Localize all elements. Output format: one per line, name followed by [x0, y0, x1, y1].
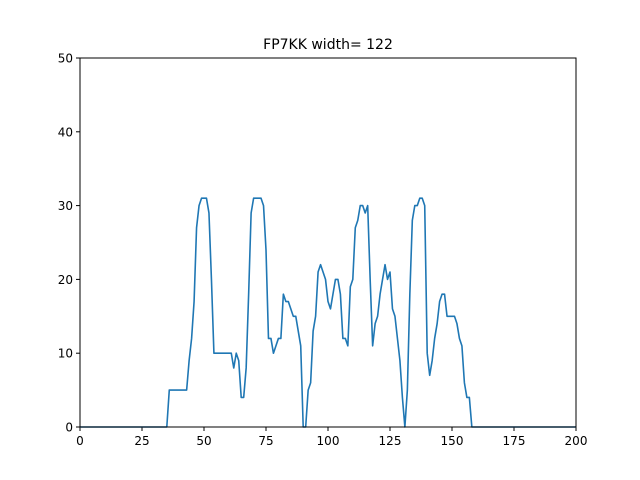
x-axis: 0 25 50 75 100 125 150 175 200 [76, 427, 587, 448]
plot-area-frame [79, 57, 577, 428]
x-tick-label: 25 [134, 434, 149, 448]
y-tick-label: 20 [58, 273, 73, 287]
series-line [80, 197, 576, 428]
x-tick-label: 200 [565, 434, 588, 448]
x-tick-label: 150 [441, 434, 464, 448]
x-tick-label: 50 [196, 434, 211, 448]
x-tick-label: 100 [317, 434, 340, 448]
chart-title: FP7KK width= 122 [263, 37, 393, 53]
x-tick-label: 75 [258, 434, 273, 448]
x-tick-label: 0 [76, 434, 84, 448]
y-tick-label: 40 [58, 125, 73, 139]
x-tick-label: 175 [503, 434, 526, 448]
y-tick-label: 50 [58, 52, 73, 66]
y-tick-label: 10 [58, 347, 73, 361]
y-axis: 0 10 20 30 40 50 [58, 52, 80, 435]
y-tick-label: 0 [65, 421, 73, 435]
series-layer [80, 197, 576, 428]
y-tick-label: 30 [58, 199, 73, 213]
x-tick-label: 125 [379, 434, 402, 448]
